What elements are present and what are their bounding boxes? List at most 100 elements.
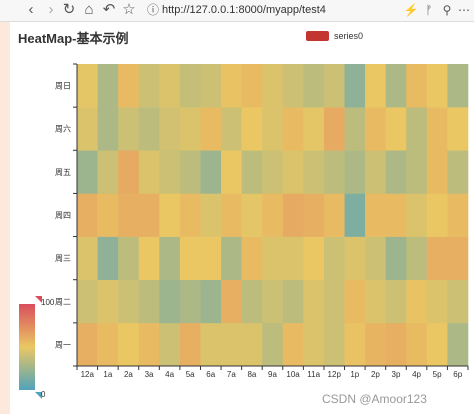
y-tick-label: 周二 (55, 297, 71, 306)
heatmap-cell (200, 322, 222, 367)
heatmap-cell (138, 193, 160, 237)
heatmap-cell (323, 322, 345, 367)
reload-icon[interactable]: ↻ (62, 1, 76, 18)
star-icon[interactable]: ☆ (122, 1, 136, 18)
heatmap-cell (323, 107, 345, 151)
visual-map-bar (19, 304, 35, 390)
translate-icon[interactable]: ᚠ (425, 3, 433, 17)
heatmap-cell (282, 64, 304, 108)
heatmap-cell (344, 322, 366, 367)
heatmap-cell (118, 150, 140, 194)
heatmap-cell (282, 322, 304, 367)
x-tick-label: 10a (286, 370, 300, 379)
heatmap-cell (97, 107, 119, 151)
heatmap-cell (138, 64, 160, 108)
url-text[interactable]: http://127.0.0.1:8000/myapp/test4 (162, 4, 326, 16)
heatmap-cell (365, 64, 386, 108)
visual-map-max-label: 100 (41, 298, 55, 307)
home-icon[interactable]: ⌂ (84, 1, 94, 18)
heatmap-cell (118, 236, 140, 281)
heatmap-cell (447, 150, 469, 194)
heatmap-cell (118, 107, 140, 151)
chevron-right-icon[interactable]: › (48, 1, 54, 18)
visual-map-max-handle (35, 296, 42, 303)
extension-icon[interactable]: ⚡ (403, 3, 419, 17)
heatmap-cell (282, 107, 304, 151)
heatmap-cell (241, 236, 263, 281)
x-tick-label: 5a (186, 370, 195, 379)
heatmap-cell (97, 193, 119, 237)
heatmap-cell (282, 279, 304, 324)
heatmap-cell (365, 150, 386, 194)
heatmap-cell (221, 322, 242, 367)
heatmap-cell (365, 236, 386, 281)
heatmap-cell (303, 193, 325, 237)
heatmap-cell (385, 322, 407, 367)
heatmap-cell (262, 64, 284, 108)
heatmap-cell (221, 193, 242, 237)
heatmap-cell (262, 279, 284, 324)
x-tick-label: 11a (307, 370, 320, 379)
heatmap-cell (200, 64, 222, 108)
heatmap-cell (77, 64, 98, 108)
heatmap-cell (365, 279, 386, 324)
y-tick-label: 周五 (55, 168, 71, 177)
zoom-icon[interactable]: ⚲ (442, 3, 452, 17)
x-tick-label: 2p (371, 370, 380, 379)
heatmap-cell (159, 193, 181, 237)
x-tick-label: 12a (81, 370, 95, 379)
heatmap-cell (344, 236, 366, 281)
menu-icon[interactable]: ⋯ (458, 3, 470, 17)
heatmap-cell (159, 279, 181, 324)
info-icon: ⓘ (146, 3, 159, 17)
undo-icon[interactable]: ↶ (102, 1, 116, 18)
heatmap-cell (426, 150, 448, 194)
heatmap-cell (365, 107, 386, 151)
heatmap-cell (221, 150, 242, 194)
heatmap-cell (323, 236, 345, 281)
heatmap-cell (138, 236, 160, 281)
x-tick-label: 6a (206, 370, 215, 379)
y-tick-label: 周六 (55, 124, 71, 134)
heatmap-cell (159, 64, 181, 108)
heatmap-cell (323, 64, 345, 108)
heatmap-cell (426, 322, 448, 367)
heatmap-cell (303, 279, 325, 324)
chevron-left-icon[interactable]: ‹ (28, 1, 34, 18)
heatmap-cell (77, 279, 98, 324)
x-tick-label: 4p (412, 370, 421, 379)
heatmap-cell (447, 322, 469, 367)
address-bar[interactable]: ⓘ http://127.0.0.1:8000/myapp/test4 (146, 1, 368, 19)
heatmap-cell (303, 150, 325, 194)
heatmap-cell (77, 322, 98, 367)
heatmap-cell (282, 150, 304, 194)
x-tick-label: 9a (268, 370, 277, 379)
heatmap-cell (323, 150, 345, 194)
heatmap-cell (241, 193, 263, 237)
heatmap-cell (303, 236, 325, 281)
heatmap-cell (241, 107, 263, 151)
heatmap-cell (447, 236, 469, 281)
heatmap-cell (262, 236, 284, 281)
heatmap-cell (77, 193, 98, 237)
browser-toolbar: ‹ › ↻ ⌂ ↶ ☆ ⓘ http://127.0.0.1:8000/myap… (0, 0, 474, 22)
visual-map-min-handle (35, 392, 42, 399)
heatmap-cell (385, 150, 407, 194)
heatmap-cell (241, 279, 263, 324)
heatmap-cell (179, 150, 201, 194)
heatmap-cell (282, 193, 304, 237)
heatmap-cell (221, 236, 242, 281)
heatmap-cell (118, 279, 140, 324)
heatmap-cell (138, 150, 160, 194)
heatmap-cell (179, 322, 201, 367)
heatmap-cell (200, 236, 222, 281)
heatmap-cell (344, 150, 366, 194)
heatmap-cell (138, 322, 160, 367)
heatmap-cell (344, 193, 366, 237)
heatmap-cell (241, 322, 263, 367)
heatmap-cell (447, 64, 469, 108)
x-tick-label: 1a (103, 370, 112, 379)
heatmap-cell (179, 279, 201, 324)
heatmap-cell (138, 107, 160, 151)
heatmap-cell (262, 322, 284, 367)
